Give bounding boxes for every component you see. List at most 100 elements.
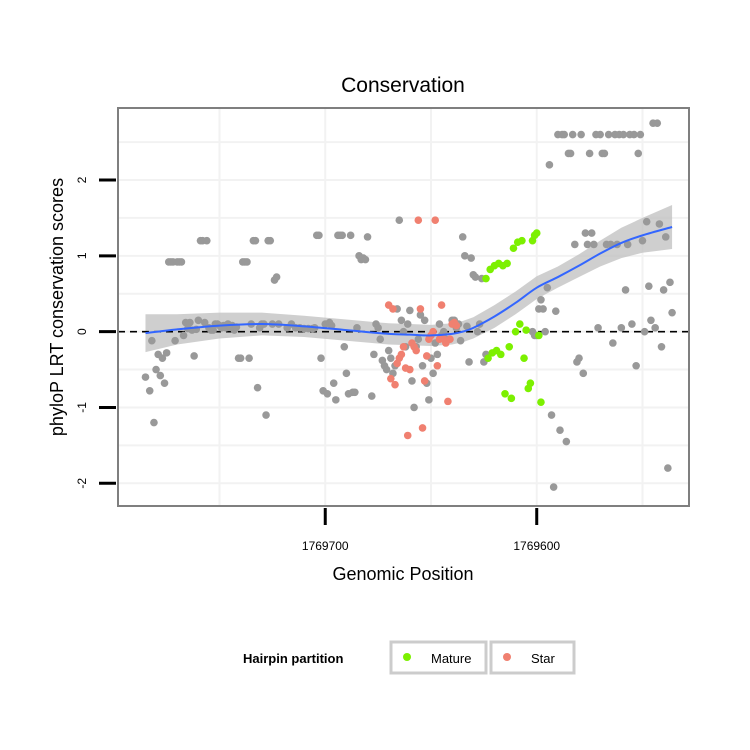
legend-dot-star bbox=[503, 653, 511, 661]
point-other bbox=[551, 307, 560, 315]
point-other bbox=[435, 320, 444, 328]
point-other bbox=[638, 236, 647, 245]
x-axis: 1769700 1769600 bbox=[302, 508, 560, 553]
point-mature bbox=[518, 236, 526, 245]
point-other bbox=[541, 327, 549, 336]
point-other bbox=[150, 418, 158, 427]
x-tick-label: 1769600 bbox=[513, 539, 560, 553]
point-other bbox=[566, 149, 575, 158]
point-other bbox=[583, 240, 592, 249]
confidence-band bbox=[145, 205, 673, 353]
point-mature bbox=[537, 398, 545, 406]
point-other bbox=[353, 324, 361, 332]
point-other bbox=[661, 233, 670, 241]
point-other bbox=[367, 392, 376, 400]
point-mature bbox=[511, 327, 520, 336]
point-mature bbox=[526, 379, 535, 387]
point-other bbox=[433, 350, 442, 359]
point-other bbox=[272, 273, 281, 281]
point-other bbox=[621, 286, 630, 294]
point-other bbox=[245, 354, 253, 362]
point-other bbox=[203, 236, 211, 245]
point-other bbox=[439, 327, 448, 336]
point-other bbox=[251, 236, 260, 245]
point-other bbox=[363, 233, 372, 241]
point-star bbox=[446, 335, 454, 344]
point-other bbox=[668, 308, 676, 317]
point-other bbox=[158, 354, 167, 362]
point-star bbox=[431, 216, 440, 224]
point-star bbox=[452, 321, 461, 330]
point-other bbox=[568, 130, 577, 139]
point-other bbox=[387, 354, 395, 362]
smooth-curve bbox=[145, 226, 673, 337]
point-other bbox=[587, 229, 596, 237]
point-mature bbox=[496, 350, 505, 359]
y-tick-label: -2 bbox=[75, 478, 89, 489]
point-other bbox=[623, 240, 632, 249]
point-other bbox=[549, 483, 558, 491]
point-other bbox=[556, 426, 564, 434]
point-other bbox=[666, 278, 674, 287]
point-other bbox=[179, 331, 188, 340]
data-points bbox=[141, 119, 676, 491]
point-other bbox=[600, 149, 609, 158]
point-star bbox=[422, 352, 431, 360]
point-other bbox=[418, 361, 427, 370]
point-mature bbox=[503, 259, 511, 268]
point-other bbox=[577, 130, 585, 139]
point-other bbox=[420, 316, 429, 325]
point-other bbox=[327, 321, 336, 330]
point-other bbox=[340, 343, 349, 351]
point-other bbox=[575, 354, 583, 362]
point-other bbox=[655, 220, 664, 228]
point-other bbox=[406, 306, 414, 315]
point-other bbox=[465, 358, 473, 366]
point-other bbox=[547, 411, 556, 419]
point-other bbox=[171, 336, 179, 345]
point-mature bbox=[532, 229, 541, 237]
point-other bbox=[317, 354, 325, 362]
point-other bbox=[145, 386, 154, 395]
point-other bbox=[461, 252, 469, 260]
point-other bbox=[632, 361, 640, 370]
confidence-band-area bbox=[145, 205, 673, 353]
point-other bbox=[262, 411, 270, 419]
legend-label-mature: Mature bbox=[431, 651, 471, 666]
point-mature bbox=[484, 354, 492, 362]
legend-title: Hairpin partition bbox=[243, 651, 343, 666]
point-other bbox=[651, 324, 659, 332]
y-tick-label: 1 bbox=[75, 252, 89, 259]
point-mature bbox=[522, 326, 530, 334]
point-other bbox=[585, 149, 594, 158]
point-other bbox=[634, 149, 643, 158]
point-other bbox=[609, 339, 617, 347]
point-other bbox=[604, 130, 613, 139]
point-other bbox=[162, 349, 171, 357]
point-other bbox=[456, 336, 465, 345]
point-other bbox=[467, 254, 475, 262]
point-other bbox=[657, 343, 666, 351]
point-star bbox=[387, 374, 395, 383]
point-other bbox=[382, 365, 391, 374]
point-other bbox=[471, 273, 480, 281]
point-other bbox=[315, 231, 323, 240]
point-star bbox=[444, 397, 452, 406]
point-other bbox=[414, 335, 423, 344]
point-other bbox=[141, 373, 150, 381]
y-tick-label: -1 bbox=[75, 402, 89, 413]
point-other bbox=[152, 365, 160, 374]
point-star bbox=[437, 301, 446, 309]
point-other bbox=[628, 320, 636, 328]
point-other bbox=[458, 233, 467, 241]
point-other bbox=[562, 437, 571, 446]
point-other bbox=[425, 396, 433, 404]
y-axis: -2 -1 0 1 2 bbox=[75, 176, 116, 489]
point-other bbox=[403, 320, 412, 328]
point-other bbox=[177, 258, 186, 266]
point-mature bbox=[505, 343, 514, 351]
point-star bbox=[429, 327, 437, 336]
point-other bbox=[581, 229, 590, 237]
x-tick-label: 1769700 bbox=[302, 539, 349, 553]
